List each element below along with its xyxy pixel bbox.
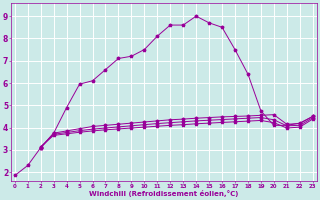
X-axis label: Windchill (Refroidissement éolien,°C): Windchill (Refroidissement éolien,°C) <box>89 190 238 197</box>
